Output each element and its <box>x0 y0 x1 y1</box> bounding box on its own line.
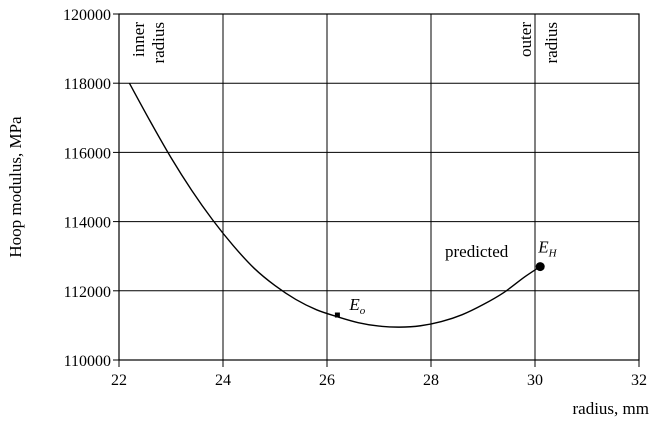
y-tick-label: 120000 <box>63 7 111 24</box>
grid <box>119 14 639 360</box>
outer-radius-label-bottom: radius <box>542 22 561 64</box>
marker-eo: Eo <box>334 295 366 318</box>
predicted-label: predicted <box>445 242 509 261</box>
y-axis-title: Hoop modulus, MPa <box>6 116 25 258</box>
marker-eo-label: Eo <box>348 295 365 317</box>
y-tick-labels: 110000 112000 114000 116000 118000 120000 <box>63 7 119 370</box>
outer-radius-annotation: outer radius <box>516 22 561 64</box>
plot-frame <box>118 13 640 361</box>
marker-eh-point <box>535 262 545 272</box>
x-tick-label: 22 <box>111 372 127 389</box>
marker-eh-label: EH <box>537 238 557 260</box>
inner-radius-label-top: inner <box>129 22 148 57</box>
x-tick-label: 26 <box>319 372 335 389</box>
x-tick-labels: 22 24 26 28 30 32 <box>111 360 647 389</box>
inner-radius-label-bottom: radius <box>149 22 168 64</box>
x-tick-label: 24 <box>215 372 231 389</box>
y-tick-label: 114000 <box>64 215 111 232</box>
x-tick-label: 30 <box>527 372 543 389</box>
outer-radius-label-top: outer <box>516 22 535 57</box>
marker-eh: EH <box>535 238 558 272</box>
inner-radius-annotation: inner radius <box>129 22 168 64</box>
y-tick-label: 116000 <box>64 145 111 162</box>
x-axis-title: radius, mm <box>573 399 650 418</box>
marker-eo-point <box>334 312 340 318</box>
x-tick-label: 32 <box>631 372 647 389</box>
y-tick-label: 112000 <box>64 284 111 301</box>
y-tick-label: 110000 <box>64 353 111 370</box>
y-tick-label: 118000 <box>64 76 111 93</box>
x-tick-label: 28 <box>423 372 439 389</box>
